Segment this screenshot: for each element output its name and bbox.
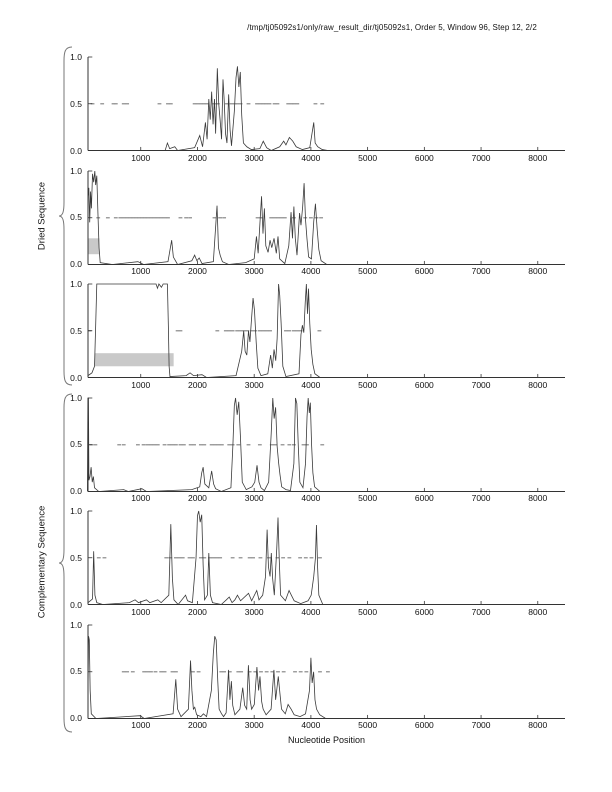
- y-tick-label: 1.0: [70, 619, 82, 630]
- y-tick-label: 0.0: [70, 259, 82, 269]
- x-tick-label: 5000: [358, 606, 378, 617]
- highlight-region: [88, 237, 100, 254]
- x-tick-label: 4000: [301, 493, 321, 503]
- y-tick-label: 1.0: [70, 165, 82, 176]
- y-tick-label: 0.0: [70, 599, 82, 610]
- y-tick-label: 0.5: [70, 552, 82, 563]
- x-tick-label: 7000: [471, 266, 491, 276]
- x-tick-label: 2000: [187, 606, 207, 617]
- x-tick-label: 4000: [301, 266, 321, 276]
- x-axis-tick-labels: 1000 2000 3000 4000 5000 6000 7000 8000: [88, 605, 565, 619]
- signal-curve: [88, 636, 565, 718]
- subplot-dried-3: 1.0 0.5 0.0 1000 2000 3000 4000 5000 6000 7000 80…: [70, 279, 565, 390]
- complementary-sequence-group-label: Complementary Sequence: [36, 505, 48, 619]
- y-tick-label: 0.5: [70, 212, 82, 223]
- x-tick-label: 4000: [301, 720, 321, 730]
- x-tick-label: 8000: [528, 493, 548, 503]
- plot-canvas: [88, 625, 565, 719]
- y-tick-label: 1.0: [70, 52, 82, 62]
- x-tick-label: 6000: [414, 493, 434, 503]
- signal-curve: [88, 171, 565, 265]
- x-tick-label: 1000: [131, 493, 151, 503]
- signal-curve: [88, 66, 565, 150]
- y-tick-label: 0.5: [70, 666, 82, 677]
- x-tick-label: 8000: [528, 266, 548, 276]
- x-tick-label: 5000: [358, 266, 378, 276]
- x-tick-label: 8000: [528, 606, 548, 617]
- subplot-complementary-1: 1.0 0.5 0.0 1000 2000 3000 4000 5000 6000 7000 80…: [70, 393, 565, 503]
- plot-canvas: [88, 171, 565, 265]
- x-tick-label: 1000: [131, 266, 151, 276]
- subplot-complementary-2: 1.0 0.5 0.0 1000 2000 3000 4000 5000 6000 7000 80…: [70, 506, 565, 617]
- y-tick-label: 0.5: [70, 98, 82, 109]
- plot-canvas: [88, 398, 565, 492]
- x-tick-label: 2000: [187, 493, 207, 503]
- y-tick-label: 0.0: [70, 713, 82, 723]
- signal-curve: [88, 284, 565, 378]
- signal-curve: [88, 511, 565, 605]
- y-tick-label: 1.0: [70, 506, 82, 516]
- x-tick-label: 3000: [244, 266, 264, 276]
- x-tick-label: 2000: [187, 379, 207, 390]
- x-tick-label: 7000: [471, 379, 491, 390]
- plot-canvas: [88, 57, 565, 151]
- x-tick-label: 7000: [471, 493, 491, 503]
- subplot-complementary-3: 1.0 0.5 0.0 1000 2000 3000 4000 5000 6000 7000 80…: [70, 620, 565, 730]
- x-tick-label: 6000: [414, 266, 434, 276]
- x-axis-tick-labels: 1000 2000 3000 4000 5000 6000 7000 8000: [88, 151, 565, 165]
- figure-title: /tmp/tj05092s1/only/raw_result_dir/tj050…: [247, 23, 537, 32]
- y-tick-label: 1.0: [70, 279, 82, 289]
- x-axis-label: Nucleotide Position: [287, 735, 366, 745]
- plot-canvas: [88, 511, 565, 605]
- y-tick-label: 0.5: [70, 439, 82, 450]
- x-axis-tick-labels: 1000 2000 3000 4000 5000 6000 7000 8000: [88, 264, 565, 278]
- plot-canvas: [88, 284, 565, 378]
- x-tick-label: 3000: [244, 720, 264, 730]
- x-tick-label: 8000: [528, 379, 548, 390]
- subplot-dried-2: 1.0 0.5 0.0 1000 2000 3000 4000 5000 6000 7000 80…: [70, 166, 565, 276]
- x-tick-label: 7000: [471, 720, 491, 730]
- y-tick-label: 1.0: [70, 392, 82, 403]
- highlight-region: [94, 353, 174, 367]
- x-tick-label: 3000: [244, 379, 264, 390]
- x-tick-label: 1000: [131, 152, 151, 163]
- y-tick-label: 0.0: [70, 372, 82, 383]
- x-tick-label: 2000: [187, 720, 207, 730]
- x-tick-label: 8000: [528, 720, 548, 730]
- x-tick-label: 7000: [471, 606, 491, 617]
- x-tick-label: 6000: [414, 720, 434, 730]
- x-tick-label: 5000: [358, 493, 378, 503]
- x-tick-label: 1000: [131, 606, 151, 617]
- x-tick-label: 2000: [187, 266, 207, 276]
- y-tick-label: 0.5: [70, 325, 82, 336]
- x-axis-tick-labels: 1000 2000 3000 4000 5000 6000 7000 8000: [88, 378, 565, 392]
- complementary-sequence-brace: [58, 393, 73, 733]
- x-tick-label: 5000: [358, 720, 378, 730]
- x-tick-label: 1000: [131, 379, 151, 390]
- x-tick-label: 8000: [528, 152, 548, 163]
- x-tick-label: 4000: [301, 152, 321, 163]
- x-tick-label: 6000: [414, 606, 434, 617]
- x-tick-label: 4000: [301, 379, 321, 390]
- x-tick-label: 1000: [131, 720, 151, 730]
- x-tick-label: 2000: [187, 152, 207, 163]
- x-tick-label: 3000: [244, 493, 264, 503]
- x-tick-label: 3000: [244, 152, 264, 163]
- x-axis-tick-labels: 1000 2000 3000 4000 5000 6000 7000 8000: [88, 491, 565, 505]
- x-tick-label: 6000: [414, 379, 434, 390]
- y-tick-label: 0.0: [70, 145, 82, 156]
- x-tick-label: 3000: [244, 606, 264, 617]
- subplot-dried-1: 1.0 0.5 0.0 1000 2000 3000 4000 5000 6000 7000 80…: [70, 52, 565, 163]
- x-tick-label: 6000: [414, 152, 434, 163]
- x-tick-label: 7000: [471, 152, 491, 163]
- x-axis-tick-labels: 1000 2000 3000 4000 5000 6000 7000 8000: [88, 718, 565, 732]
- x-tick-label: 5000: [358, 152, 378, 163]
- x-tick-label: 4000: [301, 606, 321, 617]
- x-tick-label: 5000: [358, 379, 378, 390]
- y-tick-label: 0.0: [70, 486, 82, 496]
- dried-sequence-brace: [58, 46, 73, 386]
- dried-sequence-group-label: Dried Sequence: [36, 181, 48, 251]
